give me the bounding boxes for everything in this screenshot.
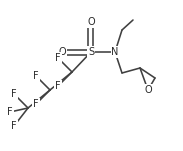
Text: F: F (33, 71, 39, 81)
Text: F: F (11, 89, 17, 99)
Text: S: S (88, 47, 94, 57)
Text: O: O (144, 85, 152, 95)
Text: F: F (7, 107, 13, 117)
Text: O: O (58, 47, 66, 57)
Text: O: O (87, 17, 95, 27)
Text: F: F (33, 99, 39, 109)
Text: F: F (11, 121, 17, 131)
Text: F: F (55, 81, 61, 91)
Text: N: N (111, 47, 119, 57)
Text: F: F (55, 53, 61, 63)
